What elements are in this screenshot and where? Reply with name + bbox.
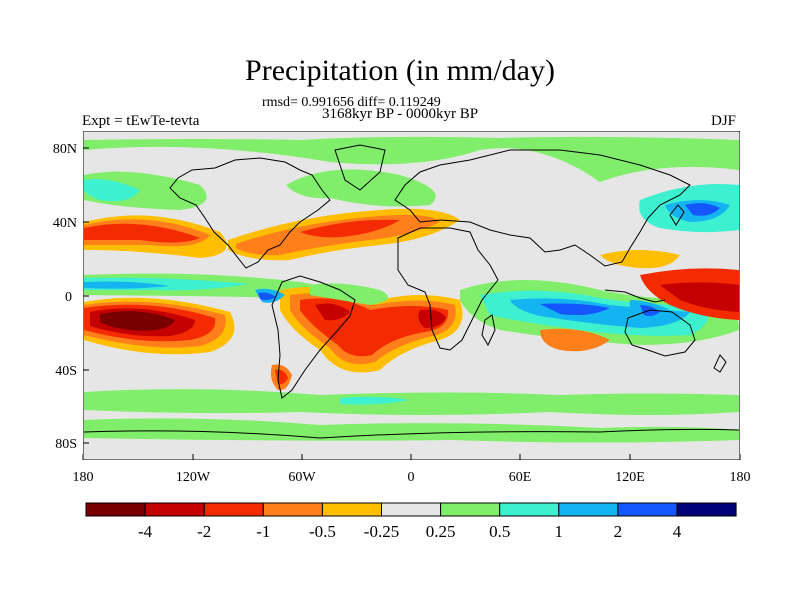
north-america-coast xyxy=(169,157,331,269)
antarctica-coast xyxy=(83,428,740,439)
southern-ocean-wet-field-2 xyxy=(84,418,739,443)
maritime-continent-dry-mid xyxy=(660,282,739,312)
colorbar xyxy=(85,502,737,517)
figure-title: Precipitation (in mm/day) xyxy=(245,54,555,87)
period-line: 3168kyr BP - 0000kyr BP xyxy=(322,106,479,122)
colorbar-label-6: 0.5 xyxy=(489,522,510,541)
colorbar-box-2 xyxy=(203,502,264,517)
south-america-coast xyxy=(271,275,356,399)
colorbar-label-3: -0.5 xyxy=(309,522,336,541)
colorbar-label-8: 2 xyxy=(614,522,623,541)
lon-label-60e: 60E xyxy=(509,470,532,485)
colorbar-label-0: -4 xyxy=(138,522,153,541)
lat-label-40s: 40S xyxy=(55,364,77,379)
north-atlantic-dry-core xyxy=(300,219,400,238)
colorbar-box-8 xyxy=(558,502,619,517)
colorbar-box-5 xyxy=(381,502,442,517)
axis-ticks xyxy=(82,147,741,460)
greenland-coast xyxy=(334,144,386,191)
colorbar-label-9: 4 xyxy=(673,522,682,541)
north-indian-dry xyxy=(600,250,680,269)
equatorial-pacific-wet-peak xyxy=(84,281,170,289)
indian-ocean-wet-core xyxy=(540,303,610,316)
africa-coast xyxy=(397,227,499,351)
lat-label-40n: 40N xyxy=(53,216,77,231)
madagascar-coast xyxy=(481,314,496,347)
colorbar-labels: -4 -2 -1 -0.5 -0.25 0.25 0.5 1 2 4 xyxy=(138,522,682,541)
colorbar-label-7: 1 xyxy=(555,522,564,541)
colorbar-box-0 xyxy=(85,502,146,517)
lon-label-60w: 60W xyxy=(288,470,316,485)
nw-pacific-wet-peak xyxy=(685,203,720,216)
japan-coast xyxy=(669,204,685,226)
lon-label-180e: 180 xyxy=(730,470,751,485)
colorbar-box-7 xyxy=(499,502,560,517)
lat-label-0: 0 xyxy=(65,290,72,305)
southern-ocean-wet-field xyxy=(84,389,739,415)
coastlines xyxy=(83,144,740,439)
lat-label-80s: 80S xyxy=(55,437,77,452)
indonesia-coast xyxy=(604,289,666,303)
lat-label-80n: 80N xyxy=(53,142,77,157)
lon-label-120e: 120E xyxy=(615,470,645,485)
new-zealand-coast xyxy=(713,354,727,373)
colorbar-label-5: 0.25 xyxy=(426,522,456,541)
stats-line: rmsd= 0.991656 diff= 0.119249 xyxy=(262,95,441,110)
anomaly-fields xyxy=(84,136,739,443)
arctic-wet-field xyxy=(84,136,739,182)
north-pacific-wet-core xyxy=(84,179,140,202)
lon-label-120w: 120W xyxy=(176,470,211,485)
colorbar-box-1 xyxy=(144,502,205,517)
colorbar-label-1: -2 xyxy=(197,522,211,541)
latitude-labels: 80N 40N 0 40S 80S xyxy=(53,142,77,452)
south-pacific-dry-core xyxy=(100,311,175,331)
colorbar-box-6 xyxy=(440,502,501,517)
south-indian-dry xyxy=(540,328,610,352)
southern-ocean-wet-core xyxy=(340,396,410,405)
atlantic-wet-peak xyxy=(258,292,276,301)
experiment-label: Expt = tEwTe-tevta xyxy=(82,113,200,129)
colorbar-box-9 xyxy=(617,502,678,517)
australia-coast xyxy=(624,309,696,357)
longitude-labels: 180 120W 60W 0 60E 120E 180 xyxy=(73,470,751,485)
colorbar-label-4: -0.25 xyxy=(364,522,399,541)
south-america-dry-mid xyxy=(315,303,350,321)
colorbar-label-2: -1 xyxy=(256,522,270,541)
season-label: DJF xyxy=(711,113,737,129)
lon-label-0: 0 xyxy=(408,470,415,485)
colorbar-box-4 xyxy=(321,502,382,517)
amazon-wet-field xyxy=(310,283,388,305)
map-plot xyxy=(83,131,740,460)
north-atlantic-wet-field xyxy=(286,169,436,207)
north-pacific-dry-core xyxy=(84,223,200,243)
eurasia-coast xyxy=(394,149,691,267)
lon-label-180w: 180 xyxy=(73,470,94,485)
south-atlantic-dry-mid xyxy=(418,309,446,328)
colorbar-box-3 xyxy=(262,502,323,517)
colorbar-box-10 xyxy=(676,502,737,517)
